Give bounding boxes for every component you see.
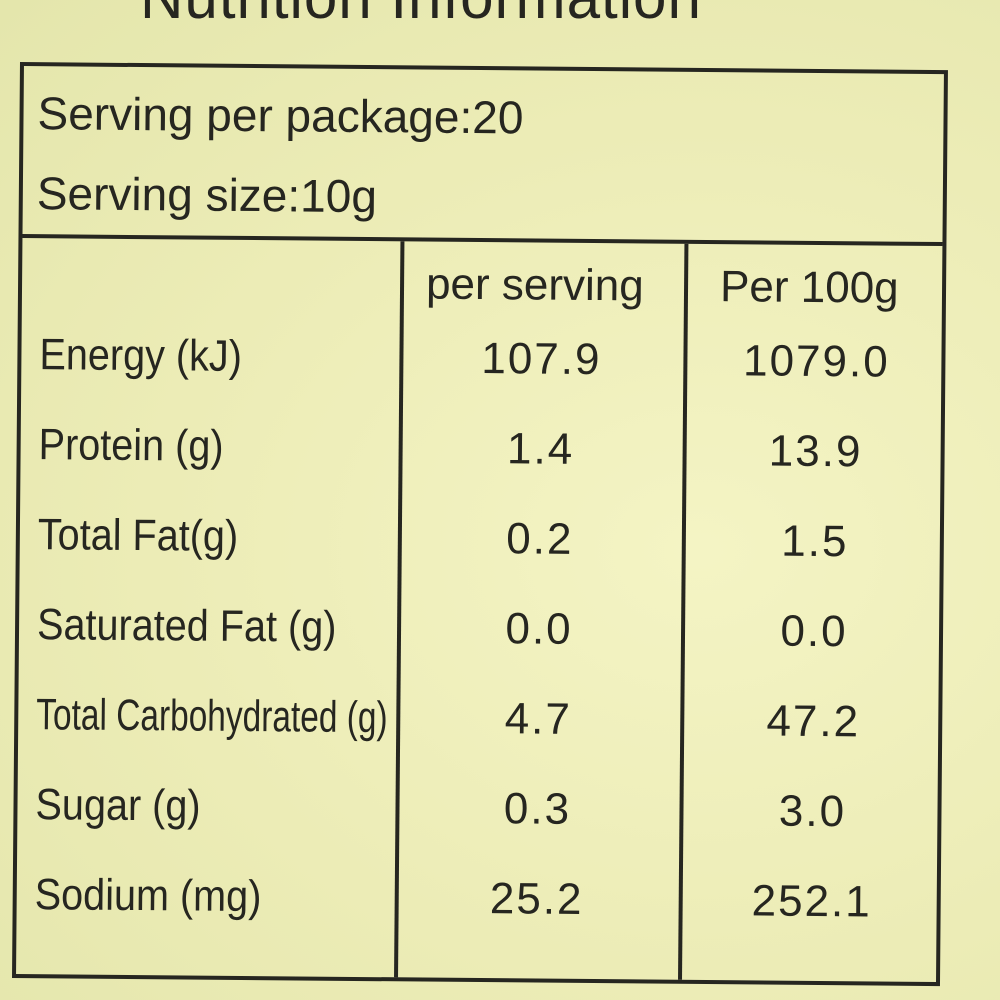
per-100g-value: 1079.0 <box>742 336 890 387</box>
nutrient-name: Sodium (mg) <box>34 870 262 922</box>
per-serving-value: 25.2 <box>489 874 584 924</box>
nutrient-name: Saturated Fat (g) <box>36 600 337 652</box>
nutrition-table: Serving per package:20 Serving size:10g … <box>12 62 948 987</box>
table-row: Total Carbohydrated (g) 4.7 47.2 <box>18 690 939 786</box>
per-serving-value: 107.9 <box>481 334 602 385</box>
per-100g-value: 252.1 <box>751 876 872 927</box>
table-row: Protein (g) 1.4 13.9 <box>20 420 941 516</box>
per-serving-value: 1.4 <box>506 424 575 474</box>
table-row: Saturated Fat (g) 0.0 0.0 <box>19 600 940 696</box>
per-100g-value: 3.0 <box>778 786 847 837</box>
table-row: Sugar (g) 0.3 3.0 <box>17 780 938 876</box>
per-serving-value: 4.7 <box>504 694 573 744</box>
nutrient-name: Total Fat(g) <box>37 510 239 561</box>
nutrient-name: Protein (g) <box>38 420 224 471</box>
serving-size: Serving size:10g <box>36 167 378 223</box>
table-row: Total Fat(g) 0.2 1.5 <box>19 510 940 606</box>
column-header-per-serving: per serving <box>425 259 644 311</box>
per-100g-value: 1.5 <box>781 516 849 567</box>
nutrient-name: Sugar (g) <box>35 780 201 831</box>
nutrient-name: Energy (kJ) <box>39 330 243 381</box>
page-title: Nutrition Information <box>140 0 702 33</box>
per-serving-value: 0.0 <box>505 604 573 654</box>
nutrient-name: Total Carbohydrated (g) <box>36 690 388 743</box>
per-serving-value: 0.2 <box>506 514 574 564</box>
column-header-per-100g: Per 100g <box>719 262 899 313</box>
serving-info: Serving per package:20 Serving size:10g <box>22 66 944 247</box>
per-100g-value: 47.2 <box>766 696 861 747</box>
table-row: Sodium (mg) 25.2 252.1 <box>16 870 937 966</box>
table-row: Energy (kJ) 107.9 1079.0 <box>21 330 942 426</box>
per-serving-value: 0.3 <box>503 784 572 834</box>
per-100g-value: 0.0 <box>780 606 848 657</box>
serving-per-package: Serving per package:20 <box>37 87 524 144</box>
per-100g-value: 13.9 <box>768 426 863 477</box>
